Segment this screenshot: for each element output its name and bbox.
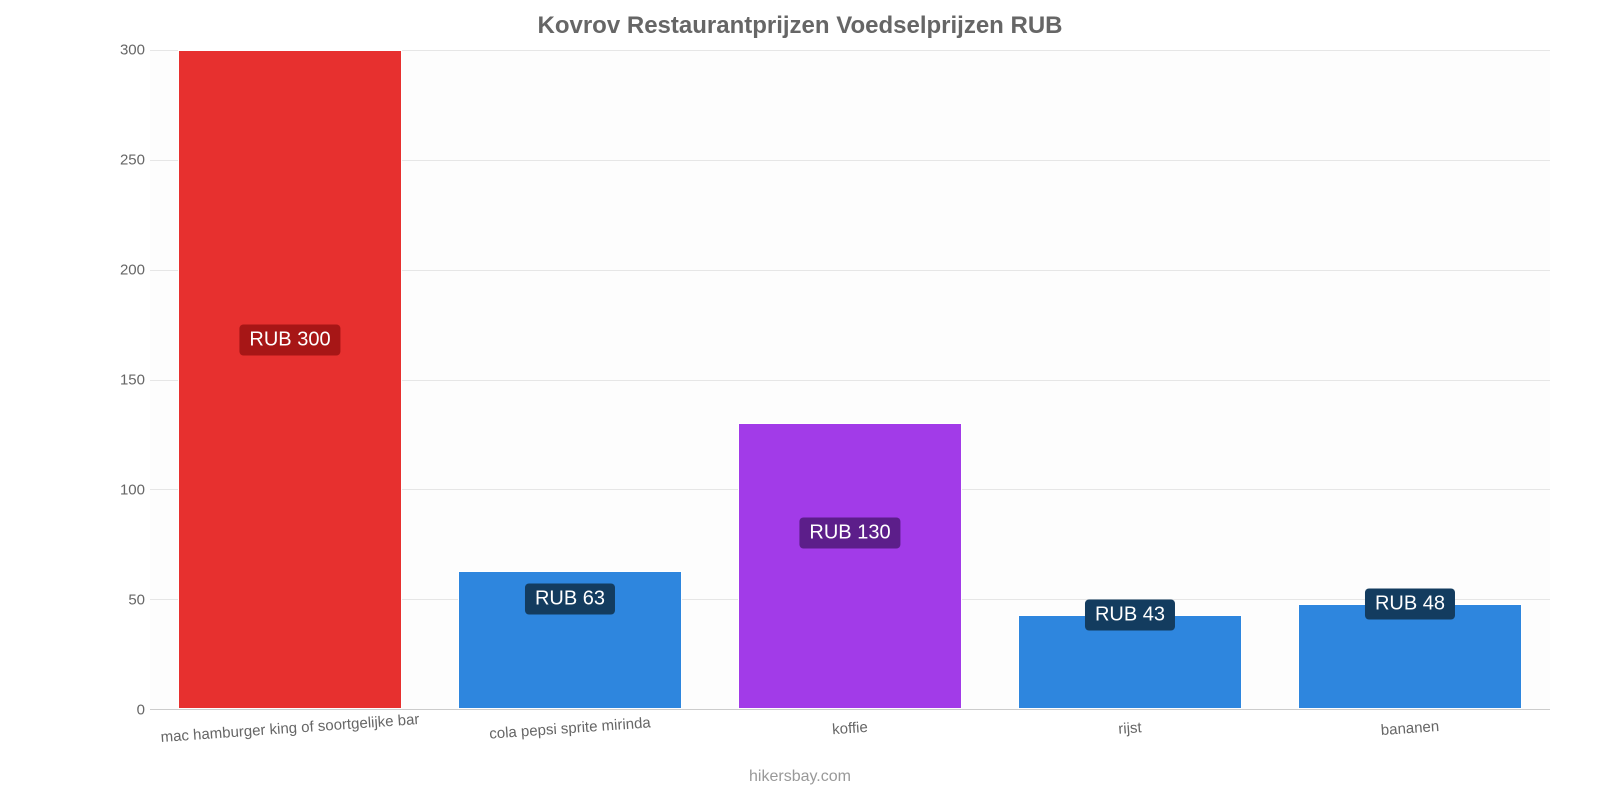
attribution-text: hikersbay.com [0,768,1600,786]
y-tick-label: 100 [105,482,145,499]
y-tick-label: 300 [105,42,145,59]
bar [178,50,402,709]
bar-value-label: RUB 43 [1085,599,1175,630]
y-tick-label: 200 [105,262,145,279]
x-axis-label: rijst [1118,719,1142,738]
x-axis-label: bananen [1380,718,1439,739]
bar-value-label: RUB 48 [1365,588,1455,619]
x-axis-label: cola pepsi sprite mirinda [489,714,652,742]
y-tick-label: 0 [105,702,145,719]
chart-title: Kovrov Restaurantprijzen Voedselprijzen … [0,0,1600,40]
x-axis-label: mac hamburger king of soortgelijke bar [160,711,420,746]
bar-value-label: RUB 130 [799,518,900,549]
bar [1298,604,1522,709]
y-tick-label: 250 [105,152,145,169]
bar-slot: RUB 63cola pepsi sprite mirinda [458,50,682,709]
chart-container: RUB 300mac hamburger king of soortgelijk… [50,50,1570,710]
bar-slot: RUB 130koffie [738,50,962,709]
y-tick-label: 50 [105,592,145,609]
bar-slot: RUB 300mac hamburger king of soortgelijk… [178,50,402,709]
y-tick-label: 150 [105,372,145,389]
plot-area: RUB 300mac hamburger king of soortgelijk… [150,50,1550,710]
bar [738,423,962,709]
bar-slot: RUB 43rijst [1018,50,1242,709]
bar-slot: RUB 48bananen [1298,50,1522,709]
bar-value-label: RUB 63 [525,584,615,615]
x-axis-label: koffie [832,719,869,738]
bar-value-label: RUB 300 [239,324,340,355]
